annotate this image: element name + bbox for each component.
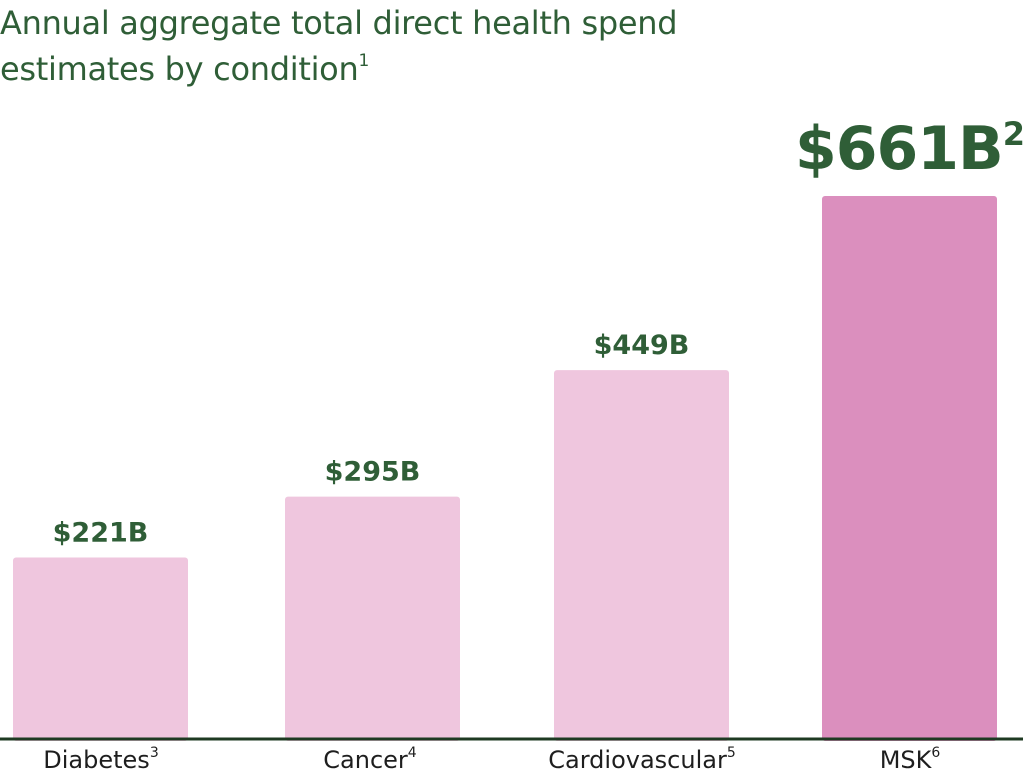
value-label-cardiovascular: $449B (594, 330, 690, 361)
chart-title-footnote: 1 (358, 51, 369, 71)
value-label-cancer: $295B (325, 457, 421, 488)
category-label-diabetes: Diabetes3 (43, 745, 158, 773)
chart-title: Annual aggregate total direct health spe… (0, 0, 1000, 92)
chart-title-line-2-text: estimates by condition (0, 50, 359, 88)
bar-msk (822, 196, 997, 741)
chart-title-line-2: estimates by condition1 (0, 46, 1000, 92)
category-label-cancer: Cancer4 (323, 745, 417, 773)
bar-cancer (285, 496, 460, 741)
category-label-cardiovascular: Cardiovascular5 (548, 745, 735, 773)
value-label-msk: $661B2 (795, 114, 1023, 184)
value-labels-layer: $221B $295B $449B $661B2 (53, 114, 1023, 548)
category-label-msk: MSK6 (880, 745, 941, 773)
bars-layer (13, 196, 997, 741)
category-labels-layer: Diabetes3 Cancer4 Cardiovascular5 MSK6 (43, 745, 940, 773)
chart-title-line-1: Annual aggregate total direct health spe… (0, 4, 678, 42)
bar-diabetes (13, 557, 188, 741)
value-label-diabetes: $221B (53, 517, 149, 548)
bar-cardiovascular (554, 370, 729, 741)
